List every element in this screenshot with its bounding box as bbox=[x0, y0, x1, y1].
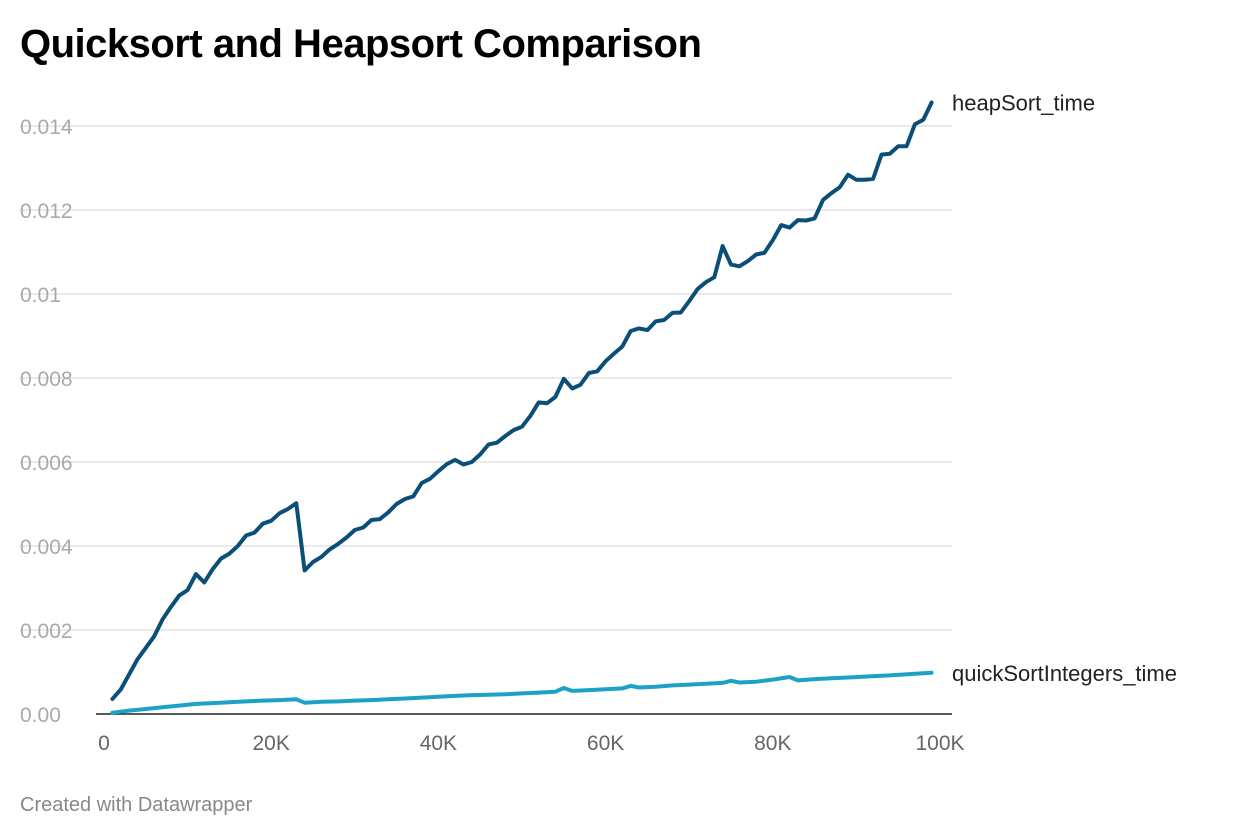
y-tick-label: 0.002 bbox=[20, 620, 73, 643]
x-tick-label: 20K bbox=[253, 732, 290, 755]
series-line-quickSortIntegers_time bbox=[110, 670, 934, 715]
series-line-heapSort_time bbox=[110, 100, 934, 701]
x-tick-label: 100K bbox=[915, 732, 964, 755]
series-labels: heapSort_time quickSortIntegers_time bbox=[952, 90, 1177, 685]
credit-footer: Created with Datawrapper bbox=[20, 794, 253, 816]
x-tick-label: 40K bbox=[420, 732, 457, 755]
y-tick-label: 0.006 bbox=[20, 452, 73, 475]
line-chart: 0.00 0.002 0.004 0.006 0.008 0.01 0.012 0.014 0… bbox=[20, 90, 1177, 755]
x-tick-label: 60K bbox=[587, 732, 624, 755]
y-tick-label: 0.004 bbox=[20, 536, 73, 559]
series-label-heapSort_time: heapSort_time bbox=[952, 90, 1095, 115]
y-tick-label: 0.008 bbox=[20, 368, 73, 391]
series-label-quickSortIntegers_time: quickSortIntegers_time bbox=[952, 661, 1177, 686]
x-axis-ticks: 0 20K 40K 60K 80K 100K bbox=[98, 732, 964, 755]
series-lines bbox=[110, 100, 934, 715]
chart-title: Quicksort and Heapsort Comparison bbox=[20, 22, 702, 66]
y-tick-label: 0.00 bbox=[20, 704, 61, 727]
y-axis-ticks: 0.00 0.002 0.004 0.006 0.008 0.01 0.012 0.014 bbox=[20, 116, 73, 727]
y-tick-label: 0.014 bbox=[20, 116, 73, 139]
y-tick-label: 0.01 bbox=[20, 284, 61, 307]
y-tick-label: 0.012 bbox=[20, 200, 73, 223]
x-tick-label: 80K bbox=[754, 732, 791, 755]
x-tick-label: 0 bbox=[98, 732, 110, 755]
gridlines bbox=[20, 125, 952, 715]
